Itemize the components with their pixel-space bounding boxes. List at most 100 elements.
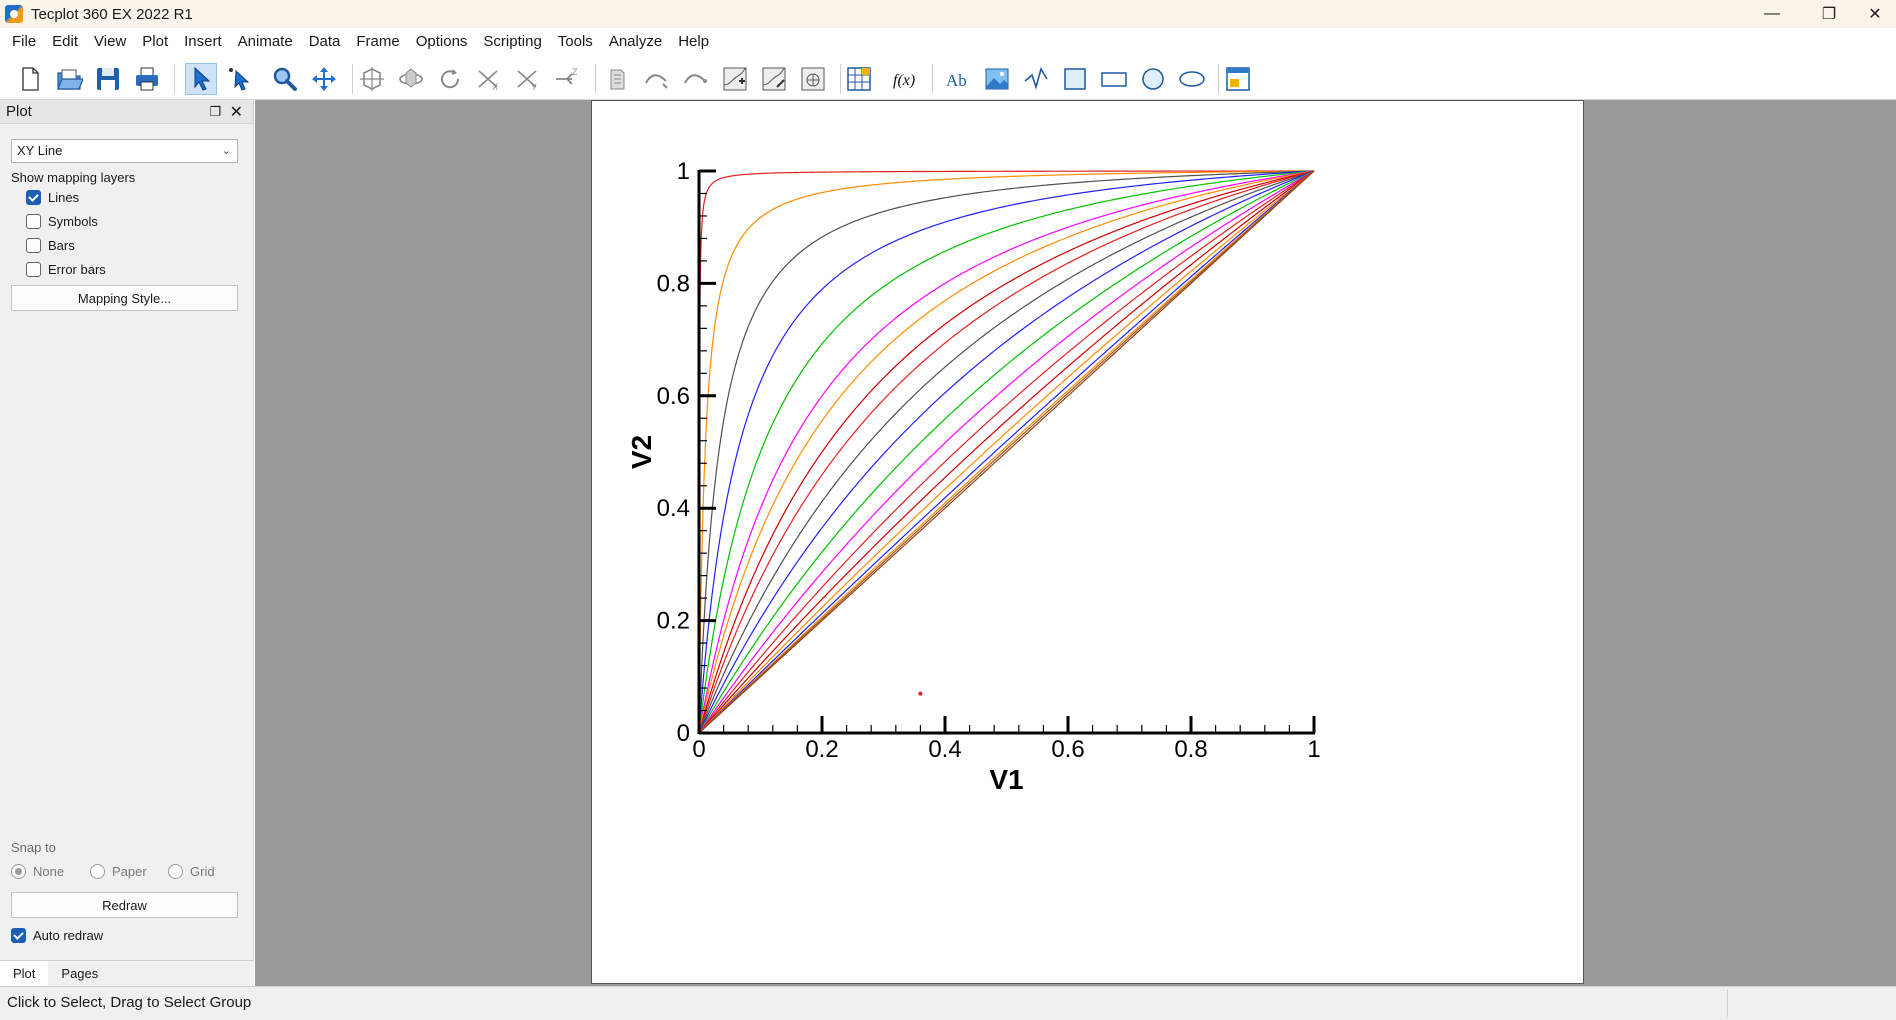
curves-group [698, 170, 1315, 734]
data-table-icon[interactable] [843, 63, 875, 95]
mapping-style-button[interactable]: Mapping Style... [11, 285, 238, 311]
menu-data[interactable]: Data [308, 33, 341, 50]
series-line-13[interactable] [698, 170, 1315, 734]
contour-edit-icon[interactable] [758, 63, 790, 95]
series-line-10[interactable] [698, 170, 1315, 734]
checkbox-checked-icon[interactable] [26, 190, 41, 205]
toolbar-separator [352, 64, 353, 94]
snap-grid-radio[interactable]: Grid [168, 864, 215, 879]
print-icon[interactable] [131, 63, 163, 95]
series-line-9[interactable] [698, 170, 1315, 734]
menu-view[interactable]: View [94, 33, 127, 50]
layer-lines-checkbox[interactable]: Lines [26, 190, 79, 205]
plot-frame[interactable]: 0 0.2 0.4 0.6 0.8 1 0 0.2 0.4 0.6 0.8 1 V1 V2 [591, 100, 1584, 984]
snap-none-radio[interactable]: None [11, 864, 64, 879]
layer-bars-checkbox[interactable]: Bars [26, 238, 75, 253]
rotate-3d-icon[interactable] [395, 63, 427, 95]
adjustor-icon[interactable] [224, 63, 256, 95]
svg-text:Y: Y [531, 82, 537, 92]
menu-file[interactable]: File [12, 33, 37, 50]
series-line-15[interactable] [698, 170, 1315, 734]
toolbar-separator [932, 64, 933, 94]
polyline-tool-icon[interactable] [1020, 63, 1052, 95]
radio-selected-icon[interactable] [11, 864, 26, 879]
save-icon[interactable] [92, 63, 124, 95]
radio-unselected-icon[interactable] [168, 864, 183, 879]
series-line-1[interactable] [698, 170, 1314, 733]
contour-misc-icon[interactable] [797, 63, 829, 95]
minimize-button[interactable]: — [1764, 5, 1780, 22]
square-tool-icon[interactable] [1059, 63, 1091, 95]
series-line-11[interactable] [698, 170, 1315, 734]
snap-paper-radio[interactable]: Paper [90, 864, 147, 879]
menu-options[interactable]: Options [415, 33, 468, 50]
selector-icon[interactable] [185, 63, 217, 95]
close-panel-icon[interactable]: ✕ [229, 104, 243, 121]
radio-unselected-icon[interactable] [90, 864, 105, 879]
ellipse-tool-icon[interactable] [1176, 63, 1208, 95]
layer-symbols-checkbox[interactable]: Symbols [26, 214, 98, 229]
series-line-7[interactable] [698, 170, 1315, 734]
plot-type-dropdown[interactable]: XY Line ⌄ [11, 139, 238, 163]
menu-frame[interactable]: Frame [356, 33, 400, 50]
menu-analyze[interactable]: Analyze [608, 33, 663, 50]
tab-pages[interactable]: Pages [61, 966, 99, 981]
series-line-20[interactable] [698, 170, 1315, 734]
redraw-button[interactable]: Redraw [11, 892, 238, 918]
slice-icon[interactable] [602, 63, 634, 95]
rotate-icon[interactable] [434, 63, 466, 95]
contour-add-icon[interactable] [719, 63, 751, 95]
menu-help[interactable]: Help [678, 33, 710, 50]
axis-y-icon[interactable]: Y [512, 63, 544, 95]
series-line-12[interactable] [698, 170, 1315, 734]
checkbox-unchecked-icon[interactable] [26, 262, 41, 277]
series-line-8[interactable] [698, 170, 1315, 734]
menu-scripting[interactable]: Scripting [483, 33, 542, 50]
image-tool-icon[interactable] [981, 63, 1013, 95]
maximize-button[interactable]: ❐ [1821, 6, 1837, 23]
axis-z-icon[interactable]: Z [551, 63, 583, 95]
streamtrace-a-icon[interactable] [641, 63, 673, 95]
y-axis-title: V2 [626, 435, 657, 469]
zoom-icon[interactable] [269, 63, 301, 95]
tecplot-logo-icon [5, 5, 23, 23]
auto-redraw-checkbox[interactable]: Auto redraw [11, 928, 103, 943]
menu-animate[interactable]: Animate [237, 33, 293, 50]
axis-x-icon[interactable]: X [473, 63, 505, 95]
equation-icon[interactable]: f(x) [889, 63, 921, 95]
series-line-14[interactable] [698, 170, 1315, 734]
checkbox-checked-icon[interactable] [11, 928, 26, 943]
close-button[interactable]: ✕ [1868, 6, 1882, 23]
open-file-icon[interactable] [53, 63, 85, 95]
float-panel-icon[interactable]: ❐ [209, 104, 221, 119]
menu-insert[interactable]: Insert [184, 33, 222, 50]
streamtrace-b-icon[interactable] [680, 63, 712, 95]
new-layout-icon[interactable] [14, 63, 46, 95]
data-point[interactable] [918, 691, 923, 696]
x-tick-label: 0.6 [1051, 736, 1084, 763]
probe-3d-icon[interactable] [356, 63, 388, 95]
x-tick-label: 1 [1307, 736, 1320, 763]
checkbox-unchecked-icon[interactable] [26, 214, 41, 229]
status-bar: Click to Select, Drag to Select Group [0, 986, 1896, 1020]
menu-edit[interactable]: Edit [52, 33, 79, 50]
circle-tool-icon[interactable] [1137, 63, 1169, 95]
tab-plot[interactable]: Plot [0, 961, 49, 986]
menu-plot[interactable]: Plot [142, 33, 169, 50]
series-line-4[interactable] [698, 170, 1315, 734]
xy-line-plot[interactable]: 0 0.2 0.4 0.6 0.8 1 0 0.2 0.4 0.6 0.8 1 V1 V2 [592, 101, 1585, 985]
series-line-3[interactable] [698, 170, 1315, 733]
frame-tool-icon[interactable] [1222, 63, 1254, 95]
layer-error-bars-checkbox[interactable]: Error bars [26, 262, 106, 277]
series-line-5[interactable] [698, 170, 1315, 734]
plot-sidebar: Plot ❐ ✕ XY Line ⌄ Show mapping layers L… [0, 100, 254, 986]
translate-icon[interactable] [308, 63, 340, 95]
plot-type-value: XY Line [17, 143, 63, 158]
mapping-layers-label: Show mapping layers [11, 170, 136, 185]
text-tool-icon[interactable]: Ab [942, 63, 974, 95]
series-line-2[interactable] [698, 170, 1315, 733]
series-line-6[interactable] [698, 170, 1315, 734]
checkbox-unchecked-icon[interactable] [26, 238, 41, 253]
menu-tools[interactable]: Tools [557, 33, 593, 50]
rectangle-tool-icon[interactable] [1098, 63, 1130, 95]
